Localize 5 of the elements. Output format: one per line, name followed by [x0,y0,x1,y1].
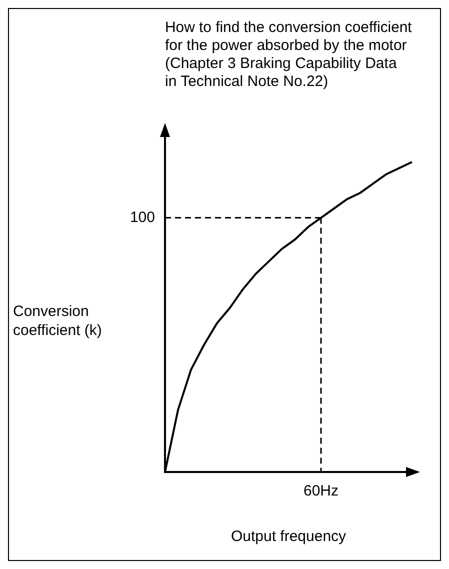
text: 100 [130,208,155,226]
text: 60Hz [303,482,339,500]
x-axis-title: Output frequency [230,528,347,546]
y-axis-title: Conversion coefficient (k) [13,303,102,340]
chart-title: How to find the conversion coefficient for the power absorbed by the motor (Chapter 3 Braking Capability Data in Technical Note No.22) [165,19,413,90]
